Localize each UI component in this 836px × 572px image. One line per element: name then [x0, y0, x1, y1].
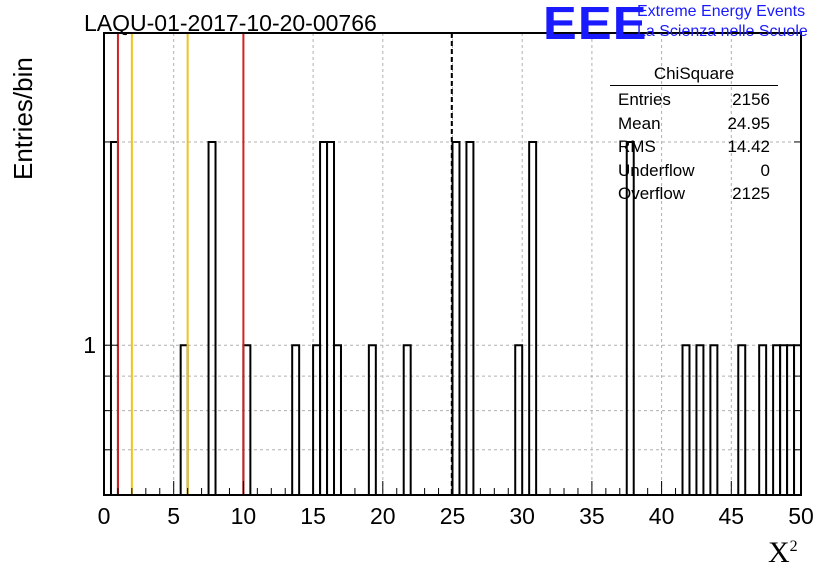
- histogram-bin: [786, 344, 796, 495]
- stats-row: Mean 24.95: [610, 114, 778, 138]
- histogram-title: LAQU-01-2017-10-20-00766: [84, 10, 377, 36]
- x-tick-label: 10: [231, 503, 257, 529]
- stats-value: 24.95: [727, 113, 770, 133]
- histogram-bin: [772, 344, 782, 495]
- histogram-bin: [465, 140, 475, 495]
- histogram-bin: [402, 344, 412, 495]
- logo-line-2: La Scienza nelle Scuole: [637, 23, 808, 40]
- x-tick-label: 40: [649, 503, 675, 529]
- stats-label: Overflow: [618, 184, 686, 203]
- x-tick-label: 5: [167, 503, 180, 529]
- histogram-bin: [451, 140, 461, 495]
- axis-ticks: [103, 141, 802, 496]
- histogram-bin: [242, 344, 252, 495]
- x-tick-label: 0: [98, 503, 111, 529]
- histogram-bin: [207, 140, 217, 495]
- histogram-bin: [367, 344, 377, 495]
- x-tick-label: 15: [300, 503, 326, 529]
- logo-line-1: Extreme Energy Events: [637, 3, 806, 20]
- marker-lines: [116, 33, 453, 495]
- histogram-bin: [326, 140, 336, 495]
- histogram-bin: [291, 344, 301, 495]
- x-tick-label: 30: [509, 503, 535, 529]
- stats-value: 2156: [732, 90, 770, 109]
- stats-row: Underflow 0: [610, 161, 778, 185]
- histogram-bin: [793, 344, 802, 495]
- stats-row: RMS 14.42: [610, 137, 778, 161]
- stats-box: ChiSquare Entries 2156 Mean 24.95 RMS 14.42…: [610, 64, 778, 208]
- histogram-bin: [109, 140, 119, 495]
- histogram-bin: [514, 344, 524, 495]
- stats-row: Entries 2156: [610, 90, 778, 114]
- stats-value: 14.42: [727, 137, 770, 156]
- histogram-bin: [179, 344, 189, 495]
- x-axis-label: X2: [768, 536, 798, 570]
- x-tick-label: 25: [440, 503, 466, 529]
- eee-logo: EEE: [543, 0, 648, 49]
- stats-label: Entries: [618, 90, 671, 109]
- histogram-bin: [695, 344, 705, 495]
- y-axis-label: Entries/bin: [8, 57, 38, 180]
- stats-value: 0: [760, 160, 770, 180]
- histogram-bin: [758, 344, 768, 495]
- x-axis-label-base: X: [768, 536, 790, 569]
- histogram-bin: [312, 344, 322, 495]
- y-tick-label: 1: [83, 332, 96, 358]
- x-tick-label: 20: [370, 503, 396, 529]
- tick-labels: 0 5 10 15 20 25 30 35 40 45 50 1: [83, 332, 814, 529]
- stats-box-name: ChiSquare: [610, 64, 778, 86]
- histogram-bin: [333, 344, 342, 495]
- x-tick-label: 50: [788, 503, 814, 529]
- histogram-bin: [737, 344, 747, 495]
- stats-label: Mean: [618, 113, 661, 133]
- stats-label: RMS: [618, 137, 656, 156]
- histogram-bin: [625, 140, 635, 495]
- x-tick-label: 45: [719, 503, 745, 529]
- stats-row: Overflow 2125: [610, 184, 778, 208]
- histogram-bin: [709, 344, 719, 495]
- histogram-bins: [109, 140, 802, 495]
- x-tick-label: 35: [579, 503, 605, 529]
- stats-value: 2125: [732, 184, 770, 203]
- histogram-bin: [779, 344, 789, 495]
- histogram-bin: [319, 140, 329, 495]
- histogram-bin: [681, 344, 691, 495]
- histogram-bin: [528, 140, 538, 495]
- x-axis-label-sup: 2: [789, 538, 798, 555]
- stats-label: Underflow: [618, 160, 695, 180]
